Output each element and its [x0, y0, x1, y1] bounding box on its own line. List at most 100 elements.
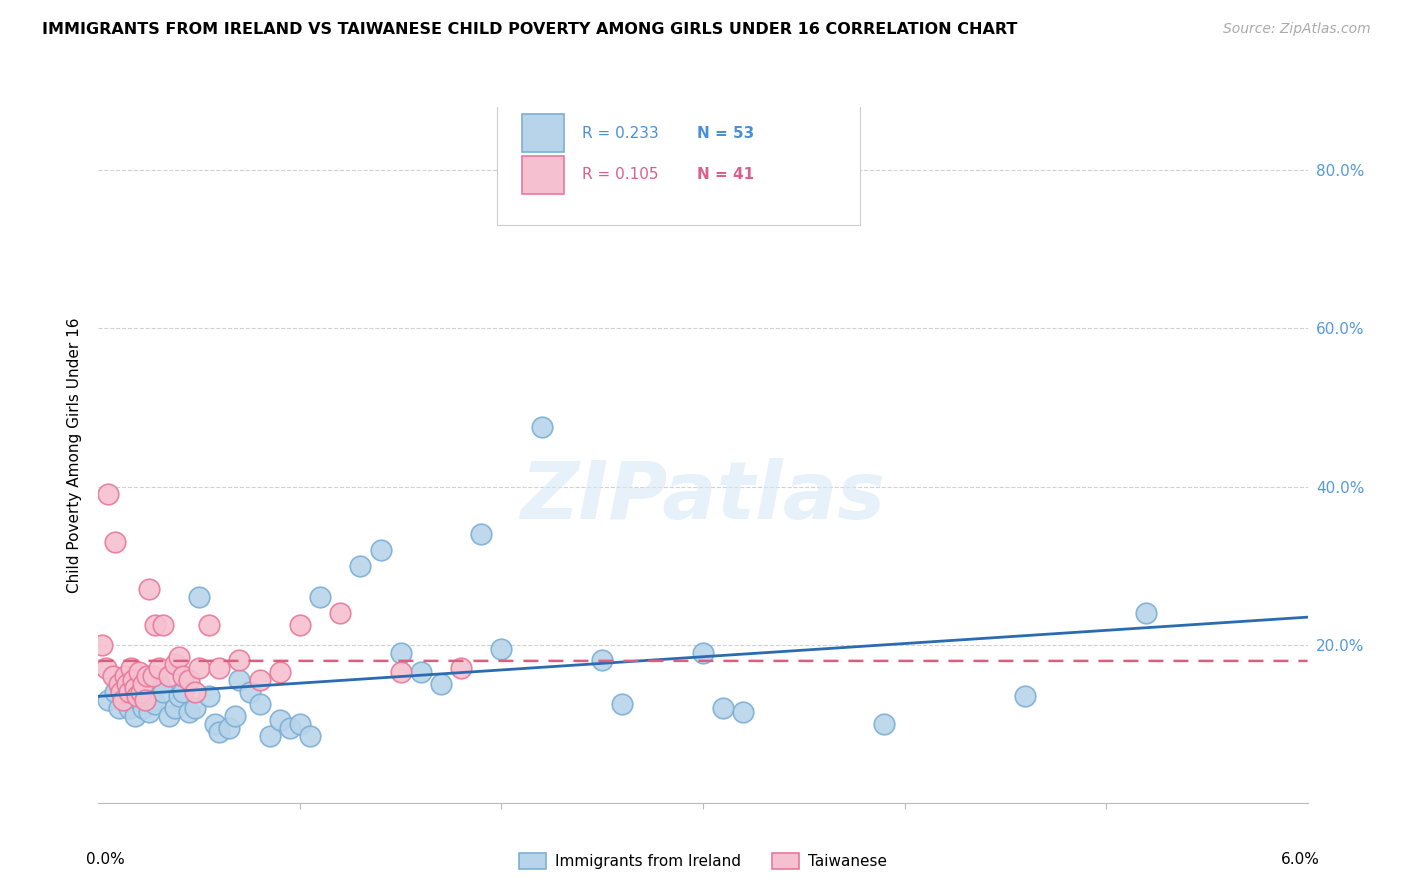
- Point: [157, 669, 180, 683]
- Point: [288, 716, 311, 731]
- Point: [110, 685, 132, 699]
- Point: [692, 646, 714, 660]
- Point: [115, 677, 138, 691]
- Point: [409, 665, 432, 680]
- Point: [124, 681, 146, 695]
- Point: [349, 558, 371, 573]
- Point: [530, 420, 553, 434]
- Point: [128, 693, 150, 707]
- Point: [309, 591, 332, 605]
- Point: [128, 665, 150, 680]
- Point: [157, 708, 180, 723]
- Point: [103, 685, 125, 699]
- Text: R = 0.233: R = 0.233: [582, 126, 659, 141]
- Point: [148, 661, 170, 675]
- Point: [167, 649, 190, 664]
- Point: [288, 618, 311, 632]
- Point: [198, 618, 221, 632]
- Point: [299, 729, 322, 743]
- Point: [132, 677, 155, 691]
- Point: [470, 527, 492, 541]
- Text: N = 41: N = 41: [697, 168, 754, 182]
- Point: [249, 697, 271, 711]
- Point: [269, 713, 291, 727]
- Point: [179, 673, 201, 688]
- Point: [121, 685, 143, 699]
- Point: [873, 716, 896, 731]
- Point: [204, 716, 226, 731]
- Point: [269, 665, 291, 680]
- Point: [142, 669, 165, 683]
- Point: [163, 657, 186, 672]
- Point: [132, 701, 155, 715]
- Point: [91, 638, 114, 652]
- Point: [224, 708, 246, 723]
- Point: [118, 685, 141, 699]
- Point: [239, 685, 262, 699]
- Y-axis label: Child Poverty Among Girls Under 16: Child Poverty Among Girls Under 16: [67, 318, 83, 592]
- Point: [152, 618, 174, 632]
- Point: [172, 685, 194, 699]
- Legend: Immigrants from Ireland, Taiwanese: Immigrants from Ireland, Taiwanese: [512, 847, 894, 875]
- Point: [278, 721, 301, 735]
- Point: [135, 669, 157, 683]
- Point: [134, 693, 156, 707]
- Point: [184, 685, 207, 699]
- Point: [218, 721, 240, 735]
- Point: [208, 661, 231, 675]
- Point: [114, 669, 136, 683]
- Point: [148, 677, 170, 691]
- Point: [198, 689, 221, 703]
- Point: [118, 701, 141, 715]
- FancyBboxPatch shape: [522, 156, 564, 194]
- Point: [114, 689, 136, 703]
- Point: [120, 661, 142, 675]
- Text: 6.0%: 6.0%: [1281, 852, 1320, 866]
- Text: Source: ZipAtlas.com: Source: ZipAtlas.com: [1223, 22, 1371, 37]
- Point: [138, 582, 160, 597]
- Point: [97, 693, 120, 707]
- Point: [97, 487, 120, 501]
- Text: IMMIGRANTS FROM IRELAND VS TAIWANESE CHILD POVERTY AMONG GIRLS UNDER 16 CORRELAT: IMMIGRANTS FROM IRELAND VS TAIWANESE CHI…: [42, 22, 1018, 37]
- Point: [96, 661, 118, 675]
- Point: [134, 681, 156, 695]
- Point: [228, 653, 250, 667]
- Point: [184, 701, 207, 715]
- Point: [228, 673, 250, 688]
- Point: [389, 665, 412, 680]
- Point: [111, 677, 134, 691]
- Point: [138, 705, 160, 719]
- Point: [121, 673, 143, 688]
- Point: [143, 618, 166, 632]
- Point: [1014, 689, 1036, 703]
- Point: [188, 591, 211, 605]
- Point: [124, 708, 146, 723]
- Point: [329, 606, 352, 620]
- Point: [208, 724, 231, 739]
- Point: [259, 729, 281, 743]
- Point: [163, 701, 186, 715]
- Text: R = 0.105: R = 0.105: [582, 168, 658, 182]
- Point: [172, 669, 194, 683]
- Point: [107, 677, 129, 691]
- Point: [249, 673, 271, 688]
- Point: [179, 705, 201, 719]
- Text: ZIPatlas: ZIPatlas: [520, 458, 886, 536]
- Point: [125, 689, 148, 703]
- Point: [143, 697, 166, 711]
- Point: [733, 705, 755, 719]
- FancyBboxPatch shape: [498, 103, 860, 226]
- Point: [450, 661, 472, 675]
- Point: [111, 693, 134, 707]
- Point: [142, 693, 165, 707]
- Point: [711, 701, 734, 715]
- Point: [188, 661, 211, 675]
- Point: [370, 542, 392, 557]
- Point: [591, 653, 613, 667]
- Point: [389, 646, 412, 660]
- Text: 0.0%: 0.0%: [86, 852, 125, 866]
- Point: [167, 689, 190, 703]
- FancyBboxPatch shape: [522, 114, 564, 153]
- Point: [491, 641, 513, 656]
- Point: [152, 685, 174, 699]
